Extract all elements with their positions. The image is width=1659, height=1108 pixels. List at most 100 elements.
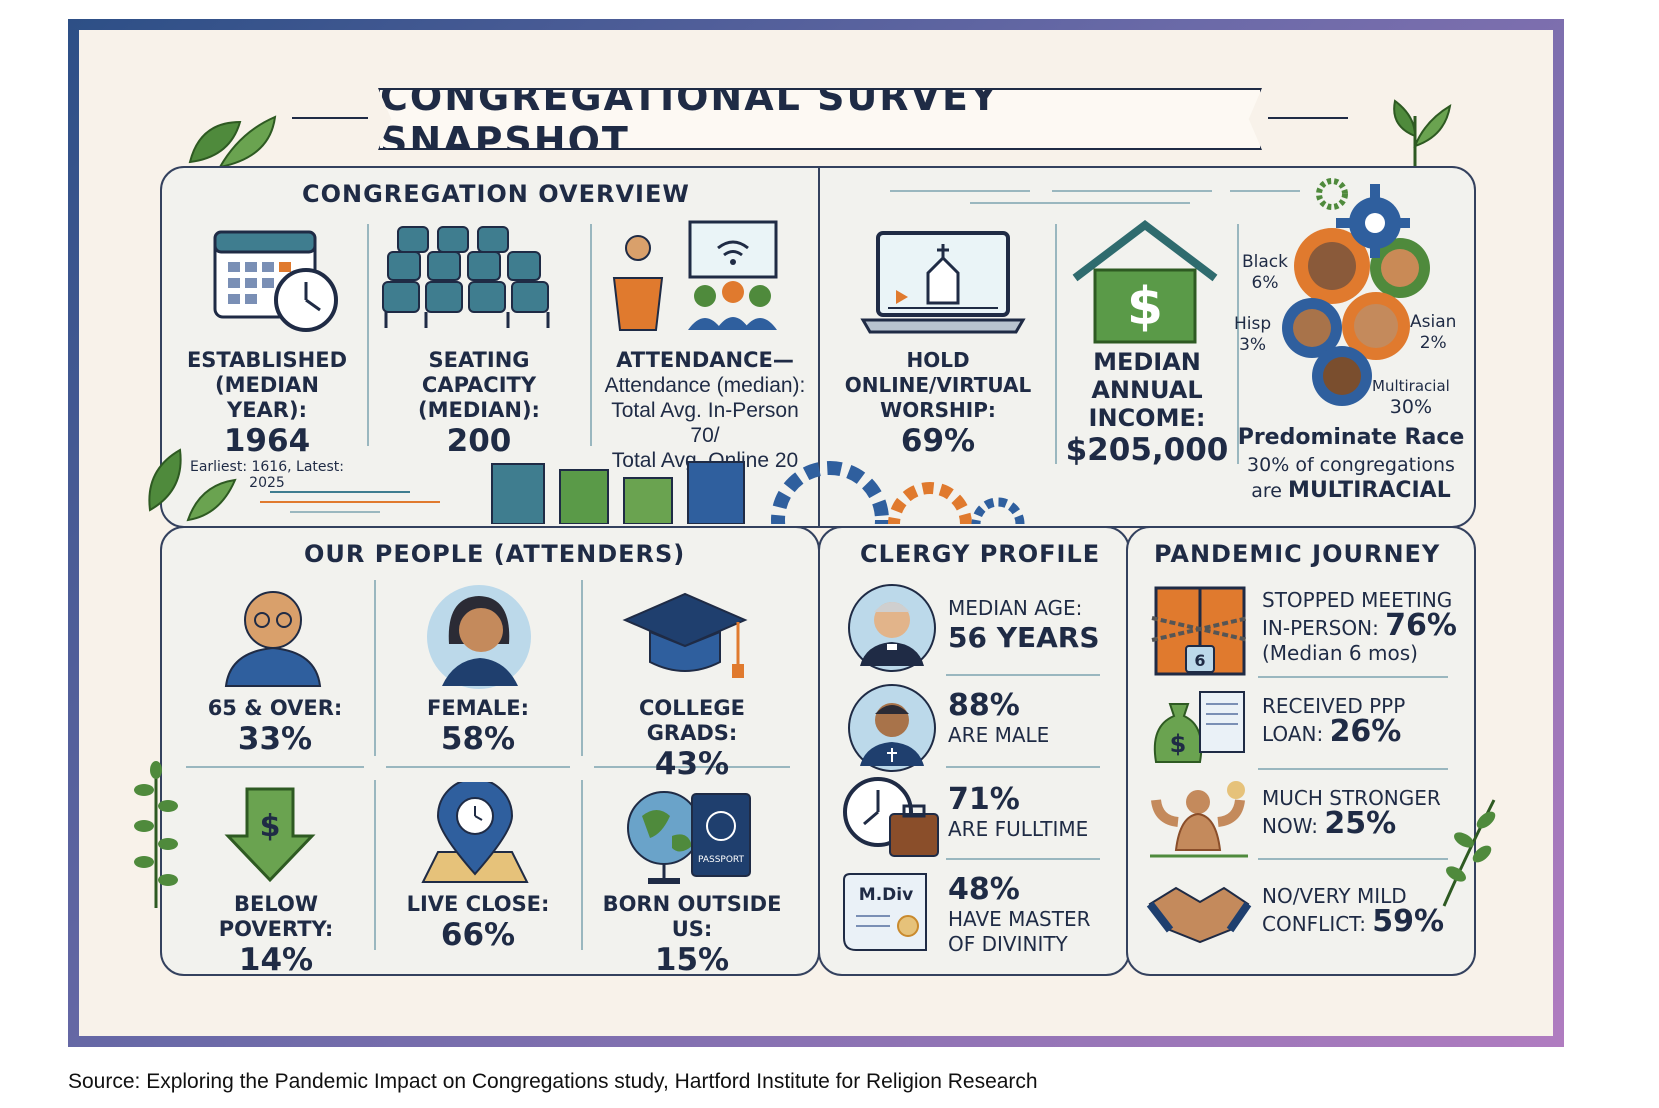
col-divider xyxy=(590,224,592,446)
location-map-icon xyxy=(421,782,529,883)
established-stat: ESTABLISHED (MEDIAN YEAR): 1964 Earliest… xyxy=(172,348,362,491)
deco-line xyxy=(1230,190,1300,192)
col-divider xyxy=(1237,224,1239,464)
title-banner: CONGREGATIONAL SURVEY SNAPSHOT xyxy=(378,88,1262,150)
svg-text:$: $ xyxy=(1127,277,1163,337)
pandemic-conflict: NO/VERY MILD CONFLICT: 59% xyxy=(1262,884,1445,939)
col-divider xyxy=(581,780,583,950)
title-rule-left xyxy=(292,117,368,119)
people-title: OUR PEOPLE (ATTENDERS) xyxy=(304,540,686,568)
poverty-arrow-icon: $ xyxy=(224,787,316,883)
clergy-age: MEDIAN AGE: 56 YEARS xyxy=(948,596,1100,654)
seating-stat: SEATING CAPACITY (MEDIAN): 200 xyxy=(372,348,586,459)
stat-live-close: LIVE CLOSE: 66% xyxy=(406,892,550,953)
seats-icon xyxy=(382,226,550,328)
attendance-detail-1: Attendance (median): xyxy=(604,374,806,397)
deco-line xyxy=(970,202,1190,204)
svg-text:$: $ xyxy=(260,809,281,844)
books-gears-decoration xyxy=(148,448,1025,524)
money-document-icon: $ xyxy=(1153,691,1245,763)
row-divider xyxy=(594,766,790,768)
stat-below-poverty: BELOW POVERTY: 14% xyxy=(218,892,334,978)
stat-female: FEMALE: 58% xyxy=(427,696,529,757)
page-title: CONGREGATIONAL SURVEY SNAPSHOT xyxy=(380,75,1000,163)
income-label: MEDIAN ANNUAL INCOME: xyxy=(1088,348,1206,432)
race-headline: Predominate Race xyxy=(1237,425,1465,450)
row-divider xyxy=(946,674,1100,676)
col-divider xyxy=(374,780,376,950)
people-faces-icon xyxy=(1282,228,1430,406)
seating-label: SEATING CAPACITY (MEDIAN): xyxy=(418,348,540,422)
stat-born-outside: BORN OUTSIDE US: 15% xyxy=(602,892,782,978)
online-stat: HOLD ONLINE/VIRTUAL WORSHIP: 69% xyxy=(828,348,1048,459)
house-dollar-icon: $ xyxy=(1072,220,1218,344)
col-divider xyxy=(367,224,369,446)
pandemic-stopped: STOPPED MEETING IN-PERSON: 76% (Median 6… xyxy=(1262,588,1457,665)
col-divider xyxy=(1055,224,1057,464)
seating-value: 200 xyxy=(446,423,512,459)
diploma-text: M.Div xyxy=(859,885,913,905)
clock-briefcase-icon xyxy=(843,777,939,857)
attendance-detail-3: Total Avg. Online 20 xyxy=(611,449,799,472)
established-label: ESTABLISHED (MEDIAN YEAR): xyxy=(186,348,348,422)
race-line2: are MULTIRACIAL xyxy=(1251,478,1451,503)
established-note: Earliest: 1616, Latest: 2025 xyxy=(189,459,345,491)
race-line1: 30% of congregations xyxy=(1247,454,1455,476)
passport-text: PASSPORT xyxy=(698,855,745,865)
overview-title: CONGREGATION OVERVIEW xyxy=(302,180,690,208)
globe-passport-icon: PASSPORT xyxy=(627,791,751,884)
title-rule-right xyxy=(1268,117,1348,119)
race-black: Black 6% xyxy=(1242,252,1288,293)
online-label: HOLD ONLINE/VIRTUAL WORSHIP: xyxy=(844,348,1032,422)
gear-icon xyxy=(1336,184,1410,258)
calendar-clock-icon xyxy=(213,230,338,332)
pandemic-stronger: MUCH STRONGER NOW: 25% xyxy=(1262,786,1441,841)
race-summary: Predominate Race 30% of congregations ar… xyxy=(1236,424,1466,504)
strength-icon xyxy=(1150,781,1248,858)
stat-college-grads: COLLEGE GRADS: 43% xyxy=(639,696,745,782)
race-multiracial: Multiracial 30% xyxy=(1372,377,1450,418)
row-divider xyxy=(1258,676,1448,678)
row-divider xyxy=(1258,858,1448,860)
attendance-stat: ATTENDANCE— Attendance (median): Total A… xyxy=(594,348,816,473)
col-divider xyxy=(374,580,376,756)
overview-divider xyxy=(818,166,820,526)
stat-65-over: 65 & OVER: 33% xyxy=(207,696,343,757)
clergy-title: CLERGY PROFILE xyxy=(860,540,1101,568)
clergy-mdiv: 48% HAVE MASTER OF DIVINITY xyxy=(948,872,1091,956)
leaf-icon xyxy=(1393,99,1452,174)
graduation-cap-icon xyxy=(622,592,748,678)
diploma-icon: M.Div xyxy=(843,873,927,951)
handshake-icon xyxy=(1146,886,1252,944)
woman-icon xyxy=(427,585,531,689)
clergy-fulltime: 71% ARE FULLTIME xyxy=(948,782,1089,841)
race-hisp: Hisp 3% xyxy=(1234,314,1272,355)
row-divider xyxy=(186,766,364,768)
senior-icon xyxy=(224,591,322,687)
deco-line xyxy=(890,190,1030,192)
leaf-icon xyxy=(134,761,178,908)
leaf-icon xyxy=(1442,799,1496,907)
small-gear-icon xyxy=(1316,178,1348,210)
race-asian: Asian 2% xyxy=(1410,312,1457,353)
source-caption: Source: Exploring the Pandemic Impact on… xyxy=(68,1070,1038,1093)
pandemic-title: PANDEMIC JOURNEY xyxy=(1154,540,1441,568)
col-divider xyxy=(581,580,583,756)
row-divider xyxy=(946,766,1100,768)
pandemic-ppp: RECEIVED PPP LOAN: 26% xyxy=(1262,694,1406,749)
clergy-avatar-icon xyxy=(848,584,936,672)
lock-number: 6 xyxy=(1194,651,1205,670)
locked-doors-icon: 6 xyxy=(1151,586,1249,676)
male-clergy-icon xyxy=(848,684,936,772)
online-value: 69% xyxy=(900,423,976,459)
established-value: 1964 xyxy=(223,423,311,459)
attendance-label: ATTENDANCE— xyxy=(616,348,794,372)
attendance-detail-2: Total Avg. In-Person 70/ xyxy=(611,399,799,447)
row-divider xyxy=(386,766,570,768)
income-value: $205,000 xyxy=(1065,432,1229,468)
clergy-male: 88% ARE MALE xyxy=(948,688,1050,747)
income-stat: MEDIAN ANNUAL INCOME: $205,000 xyxy=(1058,348,1236,468)
row-divider xyxy=(946,858,1100,860)
leaf-icon xyxy=(188,115,277,169)
deco-line xyxy=(1052,190,1212,192)
